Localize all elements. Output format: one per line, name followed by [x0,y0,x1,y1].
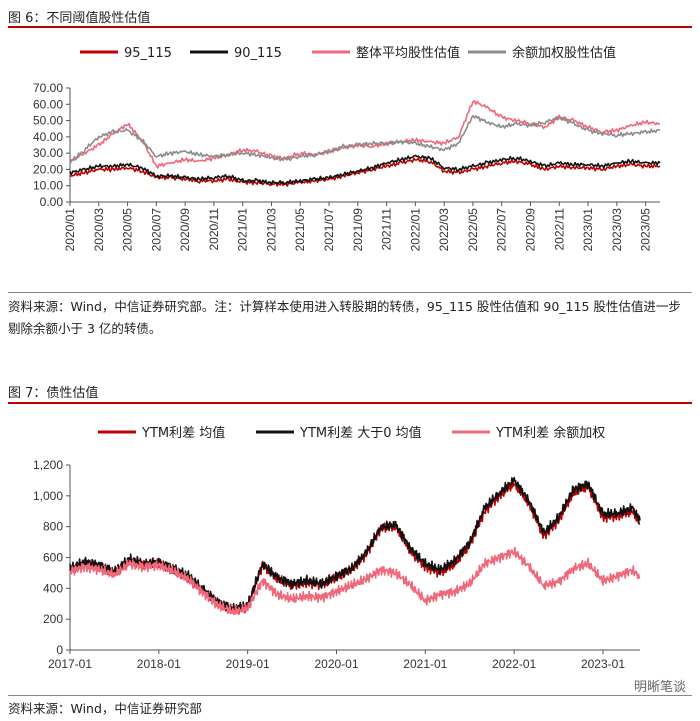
x-tick-label: 2021/09 [351,208,365,252]
x-tick-label: 2017-01 [48,657,92,671]
x-tick-label: 2022/07 [495,208,509,252]
figure-1-rule [8,26,692,28]
x-tick-label: 2022/11 [552,208,566,251]
x-tick-label: 2022/09 [523,208,537,252]
x-tick-label: 2020/11 [207,208,221,251]
series-line [69,479,641,615]
y-tick-label: 200 [43,612,63,626]
x-tick-label: 2023/01 [581,208,595,252]
figure-1-title: 图 6：不同阈值股性估值 [8,11,151,26]
figure-2-source-rule [8,695,692,696]
x-tick-label: 2023/05 [639,208,653,252]
x-tick-label: 2023-01 [581,657,625,671]
y-tick-label: 40.00 [33,130,63,144]
y-tick-label: 30.00 [33,146,63,160]
y-tick-label: 400 [43,581,63,595]
series-line [69,154,661,185]
y-tick-label: 0 [56,643,63,657]
y-tick-label: 0.00 [40,195,64,209]
x-tick-label: 2021/05 [293,208,307,252]
figure-2-source: 资料来源：Wind，中信证券研究部 [8,701,202,716]
series-line [69,546,641,615]
figure-1-source-rule [8,292,692,293]
x-tick-label: 2020/01 [63,208,77,252]
legend-label: 余额加权股性估值 [512,45,616,61]
y-tick-label: 800 [43,520,63,534]
x-tick-label: 2020/05 [121,208,135,252]
figure-2-rule [8,402,692,404]
legend-label: YTM利差 大于0 均值 [299,425,422,441]
y-tick-label: 70.00 [33,81,63,95]
x-tick-label: 2021/03 [264,208,278,252]
x-tick-label: 2023/03 [610,208,624,252]
y-tick-label: 600 [43,551,63,565]
chart-1-valuation: 95_115 90_115 整体平均股性估值 余额加权股性估值 0.00 10.00 20.… [33,45,661,252]
legend-label: 90_115 [234,46,282,61]
y-tick-label: 10.00 [33,179,63,193]
legend-label: 整体平均股性估值 [356,45,460,61]
y-tick-label: 60.00 [33,97,63,111]
legend-label: 95_115 [124,46,172,61]
figure-1-source: 资料来源：Wind，中信证券研究部。注：计算样本使用进入转股期的转债，95_11… [8,299,681,336]
x-tick-label: 2020/03 [92,208,106,252]
y-tick-label: 20.00 [33,162,63,176]
x-tick-label: 2020/07 [149,208,163,252]
legend-label: YTM利差 均值 [141,425,225,441]
watermark-label: 明晰笔谈 [633,680,686,695]
figure-2-title: 图 7：债性估值 [8,386,99,401]
chart-2-bond-valuation: YTM利差 均值 YTM利差 大于0 均值 YTM利差 余额加权 0 200 400 600… [33,425,641,671]
series-line [69,100,661,169]
x-tick-label: 2020/09 [178,208,192,252]
y-tick-label: 1,200 [33,458,63,472]
legend-label: YTM利差 余额加权 [495,425,605,441]
x-tick-label: 2021-01 [403,657,447,671]
x-tick-label: 2020-01 [314,657,358,671]
x-tick-label: 2021/11 [380,208,394,251]
x-tick-label: 2022/05 [466,208,480,252]
x-tick-label: 2022/03 [437,208,451,252]
y-tick-label: 1,000 [33,489,63,503]
x-tick-label: 2021/01 [236,208,250,252]
x-tick-label: 2021/07 [322,208,336,252]
series-line [69,114,661,165]
x-tick-label: 2019-01 [226,657,270,671]
x-tick-label: 2022-01 [492,657,536,671]
y-tick-label: 50.00 [33,114,63,128]
series-line [69,157,661,187]
series-line [69,476,641,614]
x-tick-label: 2018-01 [137,657,181,671]
x-tick-label: 2022/01 [408,208,422,252]
